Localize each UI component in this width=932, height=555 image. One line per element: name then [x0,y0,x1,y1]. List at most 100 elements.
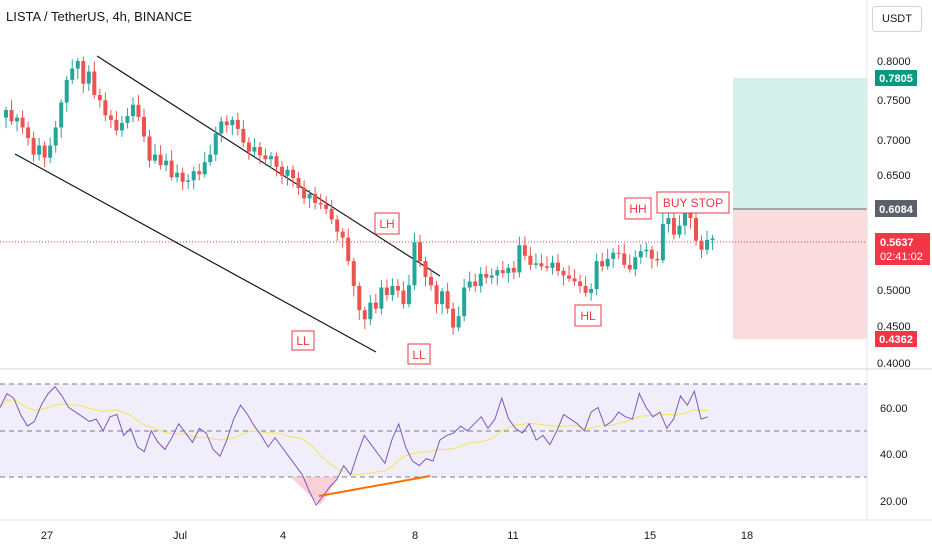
candle-body[interactable] [235,119,240,129]
candle-body[interactable] [451,308,456,328]
candle-body[interactable] [274,156,279,167]
candle-body[interactable] [280,166,284,176]
candle-body[interactable] [556,262,560,271]
candle-body[interactable] [500,270,505,274]
candle-body[interactable] [42,145,47,158]
candle-body[interactable] [313,193,318,203]
candle-body[interactable] [484,273,489,278]
candle-body[interactable] [119,122,124,131]
candle-body[interactable] [130,104,135,117]
candle-body[interactable] [103,100,108,116]
candle-body[interactable] [213,133,218,155]
take-profit-zone[interactable] [733,78,867,209]
candle-body[interactable] [158,154,163,166]
candle-body[interactable] [583,285,588,293]
candlestick-series[interactable] [4,56,715,335]
candle-body[interactable] [92,71,97,95]
candle-body[interactable] [705,239,710,250]
candle-body[interactable] [429,276,434,286]
candle-body[interactable] [97,94,102,101]
candle-body[interactable] [329,208,334,220]
stop-loss-zone[interactable] [733,209,867,339]
stop-loss-price-label[interactable]: 0.4362 [875,331,917,347]
candle-body[interactable] [655,258,660,261]
candle-body[interactable] [649,249,654,259]
candle-body[interactable] [572,278,577,282]
channel-upper-line[interactable] [96,55,441,277]
rsi-line[interactable] [0,385,709,507]
candle-body[interactable] [589,289,594,293]
candle-body[interactable] [406,285,411,305]
candle-body[interactable] [186,180,191,182]
candle-body[interactable] [302,187,307,199]
candle-body[interactable] [462,287,467,317]
candle-body[interactable] [351,261,356,286]
candle-body[interactable] [318,202,323,205]
candle-body[interactable] [246,142,251,152]
label-ll-1[interactable]: LL [291,330,315,351]
candle-body[interactable] [180,172,185,182]
channel-lower-line[interactable] [14,153,377,353]
candle-body[interactable] [550,262,555,268]
candle-body[interactable] [346,237,351,262]
candle-body[interactable] [633,257,638,270]
candle-body[interactable] [473,281,478,286]
candle-body[interactable] [412,242,417,286]
candle-body[interactable] [230,119,235,126]
candle-body[interactable] [202,162,207,175]
label-hl[interactable]: HL [574,304,602,327]
candle-body[interactable] [694,218,698,241]
candle-body[interactable] [379,287,384,309]
candle-body[interactable] [434,285,439,305]
price-axis[interactable]: 0.8000 0.7500 0.7000 0.6500 0.5000 0.450… [877,56,911,370]
candle-body[interactable] [539,263,544,267]
label-buy-stop[interactable]: BUY STOP [656,191,730,214]
candle-body[interactable] [390,285,395,296]
candle-body[interactable] [467,281,472,288]
candle-body[interactable] [522,245,527,256]
candle-body[interactable] [528,255,533,265]
candle-body[interactable] [384,287,389,296]
candle-body[interactable] [108,115,113,120]
candle-body[interactable] [660,224,665,261]
candle-body[interactable] [440,291,445,305]
candle-body[interactable] [605,258,610,267]
entry-price-label[interactable]: 0.6084 [875,200,917,217]
candle-body[interactable] [86,71,91,84]
current-price-label[interactable]: 0.5637 02:41:02 [875,233,930,265]
rsi-axis[interactable]: 60.00 40.00 20.00 [880,403,908,508]
candle-body[interactable] [59,102,64,128]
bullish-divergence-line[interactable] [318,475,431,497]
candle-body[interactable] [125,116,130,123]
currency-button[interactable]: USDT [872,6,922,32]
candle-body[interactable] [324,204,329,209]
candle-body[interactable] [533,263,538,265]
candle-body[interactable] [219,121,224,134]
candle-body[interactable] [142,116,146,137]
candle-body[interactable] [20,117,25,128]
candle-body[interactable] [48,145,53,158]
candle-body[interactable] [37,145,42,155]
candle-body[interactable] [561,270,566,276]
candle-body[interactable] [638,251,643,258]
time-axis[interactable]: 27 Jul 4 8 11 15 18 [41,530,753,542]
candle-body[interactable] [373,302,378,309]
candle-body[interactable] [114,119,119,131]
label-hh[interactable]: HH [624,197,652,220]
label-lh[interactable]: LH [374,212,400,235]
take-profit-price-label[interactable]: 0.7805 [875,70,917,86]
candle-body[interactable] [677,225,682,235]
candle-body[interactable] [4,110,8,118]
candle-body[interactable] [489,275,494,278]
candle-body[interactable] [511,267,516,273]
candle-body[interactable] [224,121,229,126]
candle-body[interactable] [75,61,80,69]
candle-body[interactable] [136,104,141,117]
candle-body[interactable] [164,160,169,166]
candle-body[interactable] [544,266,549,268]
candle-body[interactable] [307,193,312,199]
candle-body[interactable] [296,178,301,188]
candle-body[interactable] [368,302,373,320]
candle-body[interactable] [53,127,58,146]
